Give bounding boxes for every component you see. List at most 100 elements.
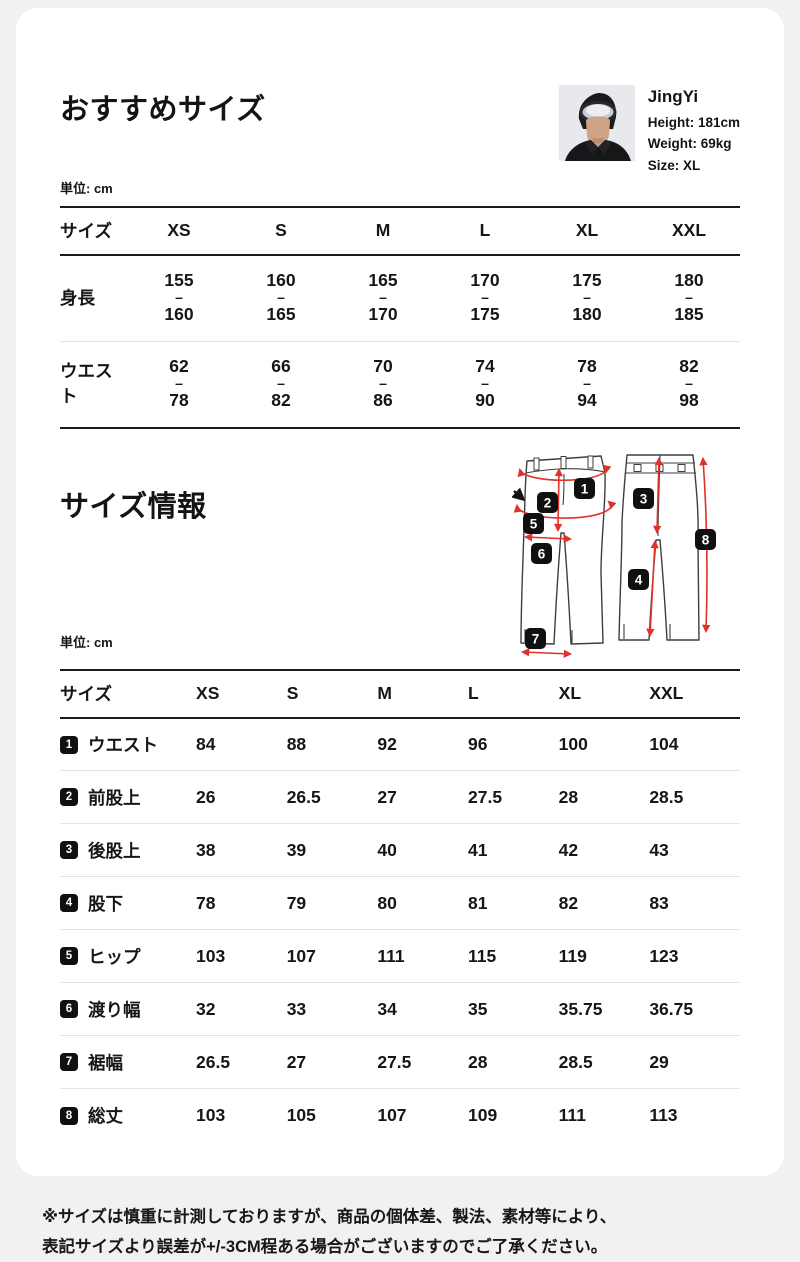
value-cell: 78	[196, 892, 216, 913]
row-label: 前股上	[88, 787, 141, 808]
value-cell: 40	[377, 839, 397, 860]
model-weight: Weight: 69kg	[647, 136, 732, 152]
row-label: 総丈	[88, 1106, 123, 1127]
value-cell: 41	[468, 839, 488, 860]
row-label: 裾幅	[88, 1052, 123, 1073]
value-cell: 115	[468, 945, 497, 966]
value-cell: 155–160	[164, 269, 194, 324]
value-cell: 62–78	[169, 355, 189, 410]
model-height: Height: 181cm	[647, 115, 740, 130]
value-cell: 170–175	[470, 269, 500, 324]
value-cell: 111	[377, 945, 405, 966]
pants-measurement-diagram: 1 2 5 6 7 3 4 8	[512, 454, 716, 658]
value-cell: 38	[196, 839, 216, 860]
value-cell: 96	[468, 734, 488, 755]
row-number-badge: 5	[60, 947, 78, 966]
value-cell: 175–180	[572, 269, 602, 324]
value-cell: 109	[468, 1105, 498, 1126]
value-cell: 27	[377, 786, 397, 807]
size-guide-card: おすすめサイズ JingYi Height: 181cm Weig	[16, 8, 784, 1176]
value-cell: 84	[196, 734, 216, 755]
value-cell: 105	[286, 1105, 316, 1126]
value-cell: 113	[649, 1105, 678, 1126]
value-cell: 26.5	[196, 1051, 231, 1072]
inseam-arrow	[646, 539, 659, 638]
svg-text:2: 2	[544, 495, 552, 510]
pointer-arrow-icon	[512, 487, 526, 502]
section-recommended-header: おすすめサイズ JingYi Height: 181cm Weig	[60, 78, 740, 176]
table-row-hip: 5 ヒップ 103 107 111 115 119 123	[60, 930, 740, 983]
badge-3: 3	[633, 487, 654, 509]
model-profile: JingYi Height: 181cm Weight: 69kg Size: …	[558, 85, 740, 176]
table-header-row: サイズ XS S M L XL XXL	[60, 206, 740, 255]
value-cell: 36.75	[649, 998, 694, 1019]
badge-8: 8	[695, 528, 716, 550]
size-detail-table: サイズ XS S M L XL XXL 1 ウエスト 84 88 92 96 10…	[60, 669, 740, 1142]
value-cell: 165–170	[368, 269, 398, 324]
col-header: XXL	[649, 682, 684, 703]
col-header: S	[286, 682, 299, 703]
value-cell: 28.5	[558, 1051, 593, 1072]
value-cell: 29	[649, 1051, 669, 1072]
value-cell: 81	[468, 892, 488, 913]
row-label: ヒップ	[88, 946, 141, 967]
row-number-badge: 7	[60, 1053, 78, 1072]
table-row-waist: 1 ウエスト 84 88 92 96 100 104	[60, 718, 740, 771]
value-cell: 79	[286, 892, 307, 913]
value-cell: 35.75	[558, 998, 603, 1019]
col-header: XXL	[671, 219, 707, 240]
table-header-row: サイズ XS S M L XL XXL	[60, 669, 740, 718]
table-row-height: 身長 155–160 160–165 165–170 170–175 175–1…	[60, 255, 740, 342]
disclaimer-line-2: 表記サイズより誤差が+/-3CM程ある場合がございますのでご了承ください。	[42, 1238, 608, 1256]
col-header: M	[377, 682, 392, 703]
value-cell: 27.5	[468, 786, 503, 807]
value-cell: 78–94	[577, 355, 597, 410]
thigh-arrow	[523, 533, 573, 543]
col-header: XS	[167, 219, 191, 240]
table-row-thigh: 6 渡り幅 32 33 34 35 35.75 36.75	[60, 983, 740, 1036]
model-info: JingYi Height: 181cm Weight: 69kg Size: …	[648, 85, 740, 176]
svg-text:5: 5	[530, 516, 538, 531]
row-number-badge: 8	[60, 1106, 78, 1125]
value-cell: 32	[196, 998, 216, 1019]
value-cell: 33	[286, 998, 307, 1019]
table-row-back-rise: 3 後股上 38 39 40 41 42 43	[60, 824, 740, 877]
section-size-info-header: サイズ情報 単位: cm	[60, 429, 740, 669]
unit-label-1: 単位: cm	[60, 180, 113, 196]
value-cell: 80	[377, 892, 397, 913]
col-header: L	[479, 219, 491, 240]
col-header: XS	[196, 682, 220, 703]
col-header: M	[375, 219, 391, 240]
row-label: 渡り幅	[88, 999, 141, 1020]
col-header: サイズ	[60, 683, 112, 704]
table-row-waist: ウエスト 62–78 66–82 70–86 74–90 78–94 82–98	[60, 341, 740, 428]
row-label: ウエスト	[88, 735, 158, 756]
col-header: XL	[575, 219, 599, 240]
value-cell: 39	[286, 839, 307, 860]
table-row-front-rise: 2 前股上 26 26.5 27 27.5 28 28.5	[60, 771, 740, 824]
value-cell: 27	[286, 1051, 307, 1072]
value-cell: 103	[196, 945, 226, 966]
value-cell: 107	[377, 1105, 407, 1126]
row-number-badge: 1	[60, 735, 78, 754]
value-cell: 83	[649, 892, 669, 913]
row-label: 後股上	[88, 840, 141, 861]
value-cell: 82–98	[679, 355, 699, 410]
value-cell: 35	[468, 998, 488, 1019]
unit-label-2: 単位: cm	[60, 634, 113, 650]
table-row-inseam: 4 股下 78 79 80 81 82 83	[60, 877, 740, 930]
front-rise-arrow	[553, 467, 564, 533]
badge-4: 4	[628, 568, 649, 590]
value-cell: 88	[286, 734, 307, 755]
badge-6: 6	[531, 542, 552, 564]
disclaimer-line-1: ※サイズは慎重に計測しておりますが、商品の個体差、製法、素材等により、	[42, 1207, 617, 1226]
value-cell: 123	[649, 945, 679, 966]
value-cell: 34	[377, 998, 397, 1019]
value-cell: 119	[558, 945, 587, 966]
value-cell: 160–165	[266, 269, 296, 324]
value-cell: 28.5	[649, 786, 684, 807]
value-cell: 26	[196, 786, 216, 807]
row-label: 身長	[60, 287, 95, 308]
row-number-badge: 3	[60, 841, 78, 860]
model-photo-illustration	[558, 85, 635, 161]
